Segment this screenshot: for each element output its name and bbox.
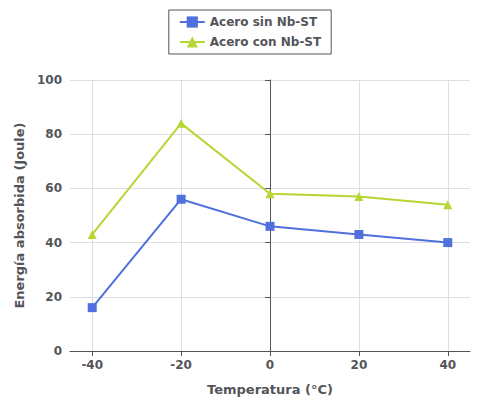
svg-text:40: 40 [45,236,62,250]
svg-text:20: 20 [351,358,368,372]
svg-text:0: 0 [266,358,274,372]
svg-text:Acero con Nb-ST: Acero con Nb-ST [210,35,322,49]
svg-text:100: 100 [37,73,62,87]
svg-text:-20: -20 [170,358,192,372]
svg-text:20: 20 [45,290,62,304]
svg-text:Acero sin Nb-ST: Acero sin Nb-ST [210,15,318,29]
svg-text:40: 40 [439,358,456,372]
svg-text:Temperatura (°C): Temperatura (°C) [207,382,333,397]
svg-text:80: 80 [45,127,62,141]
svg-text:0: 0 [54,344,62,358]
svg-text:Energía absorbida (Joule): Energía absorbida (Joule) [12,122,27,308]
svg-text:-40: -40 [81,358,103,372]
svg-text:60: 60 [45,181,62,195]
